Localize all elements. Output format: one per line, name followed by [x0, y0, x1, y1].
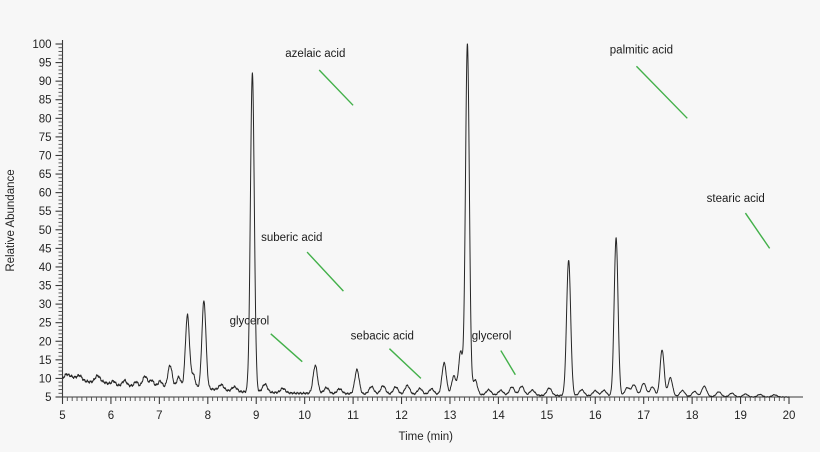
y-tick-label: 30: [39, 299, 52, 311]
annotation-suberic-acid: suberic acid: [261, 232, 344, 292]
annotation-azelaic-acid: azelaic acid: [285, 48, 354, 106]
y-tick-label: 55: [39, 206, 52, 218]
leader-line-suberic-acid: [306, 251, 344, 292]
annotation-stearic-acid: stearic acid: [707, 193, 771, 249]
y-axis-title: Relative Abundance: [5, 169, 17, 271]
x-tick-label: 9: [253, 410, 259, 422]
x-tick-label: 14: [492, 410, 505, 422]
leader-line-palmitic-acid: [635, 65, 688, 119]
leader-line-stearic-acid: [744, 212, 771, 249]
x-ticks-group: 5 6 7 8 9 10 11 12 13 14 15 16 17 18 19 20: [59, 397, 795, 422]
y-tick-label: 90: [39, 76, 52, 88]
x-tick-label: 16: [589, 410, 602, 422]
annotation-palmitic-acid: palmitic acid: [610, 44, 688, 119]
y-tick-label: 100: [32, 39, 51, 51]
leader-line-glycerol-2: [500, 350, 516, 376]
peak-label-azelaic-acid: azelaic acid: [285, 48, 345, 60]
annotations-group: glycerol suberic acid azelaic acid sebacic …: [230, 44, 771, 379]
chromatogram-trace: [62, 43, 790, 398]
y-tick-label: 10: [39, 373, 52, 385]
y-tick-label: 75: [39, 132, 52, 144]
y-tick-label: 50: [39, 225, 52, 237]
x-tick-label: 20: [783, 410, 796, 422]
x-tick-label: 5: [59, 410, 65, 422]
x-tick-label: 11: [347, 410, 359, 422]
y-tick-label: 80: [39, 113, 52, 125]
peak-label-glycerol-1: glycerol: [230, 316, 270, 328]
leader-line-sebacic-acid: [388, 348, 422, 379]
y-ticks-group: 5 10 15 20 25 30 35 40 45 50 55 60 65 70 75 80 85 90 95 100: [32, 39, 63, 404]
x-tick-label: 15: [540, 410, 553, 422]
x-tick-label: 8: [205, 410, 211, 422]
y-tick-label: 65: [39, 169, 52, 181]
leader-line-azelaic-acid: [318, 69, 354, 106]
y-tick-label: 5: [45, 392, 51, 404]
x-tick-label: 7: [156, 410, 162, 422]
y-tick-label: 70: [39, 150, 52, 162]
y-tick-label: 45: [39, 243, 52, 255]
x-tick-label: 17: [637, 410, 650, 422]
x-tick-label: 12: [395, 410, 408, 422]
x-tick-label: 18: [686, 410, 699, 422]
axes-group: [61, 40, 803, 398]
y-tick-label: 40: [39, 262, 52, 274]
peak-label-glycerol-2: glycerol: [472, 330, 512, 342]
y-tick-label: 15: [39, 355, 52, 367]
x-tick-label: 10: [298, 410, 311, 422]
y-tick-label: 85: [39, 95, 52, 107]
y-tick-label: 95: [39, 58, 52, 70]
y-tick-label: 25: [39, 318, 52, 330]
x-tick-label: 19: [734, 410, 747, 422]
annotation-glycerol-2: glycerol: [472, 330, 516, 376]
y-tick-label: 20: [39, 336, 52, 348]
x-tick-label: 6: [108, 410, 114, 422]
annotation-glycerol-1: glycerol: [230, 316, 303, 363]
leader-line-glycerol-1: [270, 333, 303, 363]
x-axis-title: Time (min): [398, 431, 453, 443]
x-tick-label: 13: [444, 410, 457, 422]
y-tick-label: 60: [39, 188, 52, 200]
annotation-sebacic-acid: sebacic acid: [351, 330, 422, 379]
peak-label-palmitic-acid: palmitic acid: [610, 44, 673, 56]
peak-label-suberic-acid: suberic acid: [261, 232, 322, 244]
peak-label-sebacic-acid: sebacic acid: [351, 330, 414, 342]
y-tick-label: 35: [39, 281, 52, 293]
peak-label-stearic-acid: stearic acid: [707, 193, 765, 205]
